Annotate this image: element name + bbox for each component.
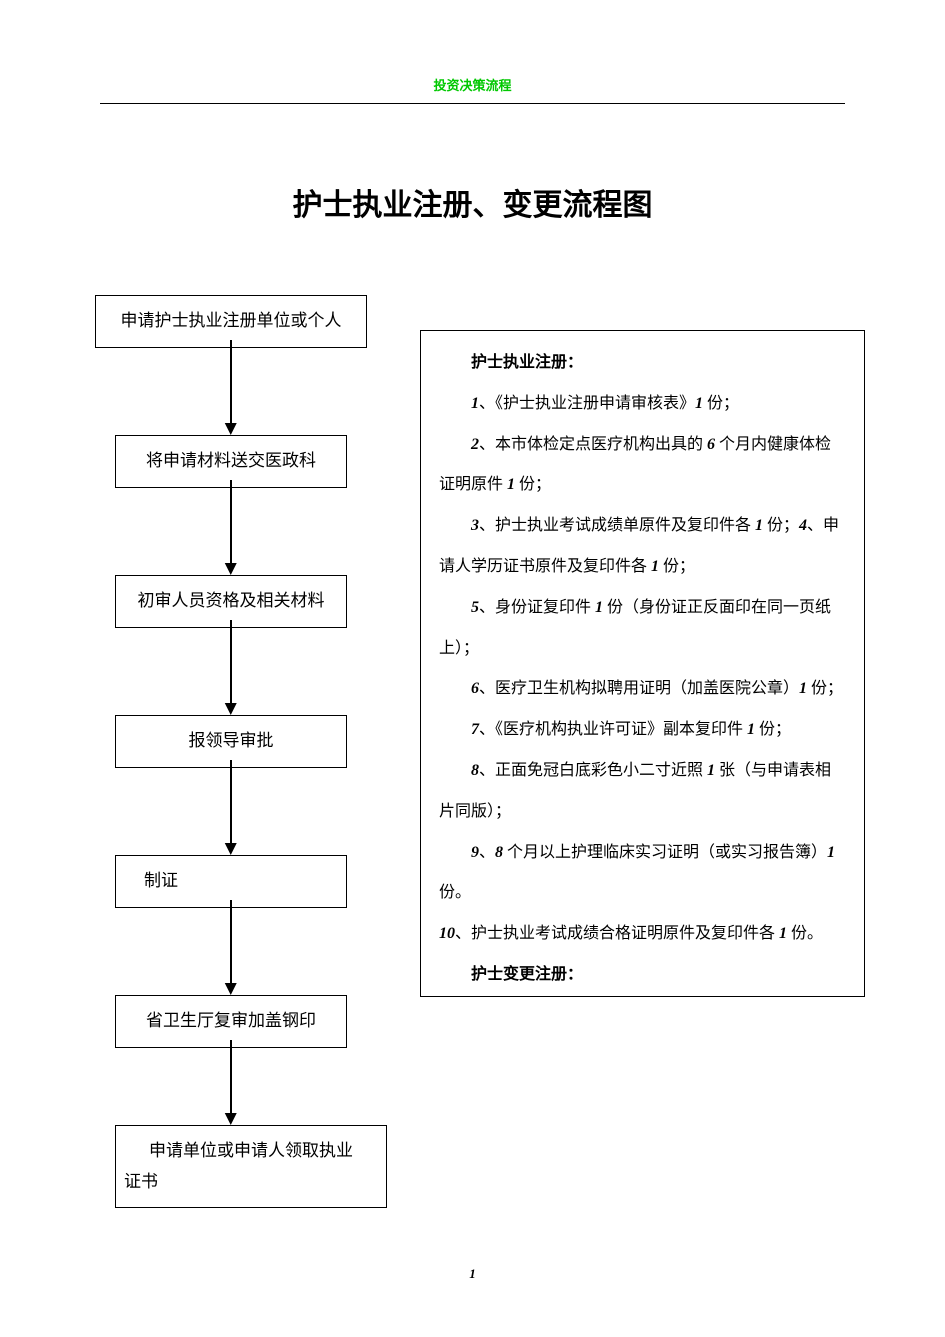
- info-item-10: 10、护士执业考试成绩合格证明原件及复印件各 1 份。: [439, 914, 846, 955]
- info-item-2: 2、本市体检定点医疗机构出具的 6 个月内健康体检证明原件 1 份；: [439, 425, 846, 507]
- flow-arrowhead-2: [225, 563, 237, 575]
- page-header: 投资决策流程: [100, 75, 845, 104]
- info-item-9: 9、8 个月以上护理临床实习证明（或实习报告簿）1 份。: [439, 833, 846, 915]
- flow-arrowhead-5: [225, 983, 237, 995]
- info-item-7: 7、《医疗机构执业许可证》副本复印件 1 份；: [439, 710, 846, 751]
- flow-arrow-5: [230, 900, 232, 983]
- flow-arrowhead-1: [225, 423, 237, 435]
- flow-arrowhead-6: [225, 1113, 237, 1125]
- info-section2-title: 护士变更注册：: [439, 955, 846, 996]
- flow-node-7-line2: 证书: [116, 1167, 386, 1198]
- main-title: 护士执业注册、变更流程图: [0, 180, 945, 224]
- flow-node-7: 申请单位或申请人领取执业 证书: [115, 1125, 387, 1208]
- info-box: 护士执业注册： 1、《护士执业注册申请审核表》1 份； 2、本市体检定点医疗机构…: [420, 330, 865, 997]
- flow-arrowhead-3: [225, 703, 237, 715]
- page-number: 1: [0, 1266, 945, 1282]
- flow-arrow-2: [230, 480, 232, 563]
- flow-node-7-line1: 申请单位或申请人领取执业: [116, 1136, 386, 1167]
- flow-arrow-4: [230, 760, 232, 843]
- info-section1-title: 护士执业注册：: [439, 343, 846, 384]
- flow-arrow-6: [230, 1040, 232, 1113]
- flow-arrow-1: [230, 340, 232, 423]
- header-underline: [100, 103, 845, 104]
- info-item-3: 3、护士执业考试成绩单原件及复印件各 1 份；4、申请人学历证书原件及复印件各 …: [439, 506, 846, 588]
- flow-arrow-3: [230, 620, 232, 703]
- info-item-1: 1、《护士执业注册申请审核表》1 份；: [439, 384, 846, 425]
- flow-arrowhead-4: [225, 843, 237, 855]
- info-item-5: 5、身份证复印件 1 份（身份证正反面印在同一页纸上）；: [439, 588, 846, 670]
- info-item-6: 6、医疗卫生机构拟聘用证明（加盖医院公章）1 份；: [439, 669, 846, 710]
- info-item-8: 8、正面免冠白底彩色小二寸近照 1 张（与申请表相片同版）；: [439, 751, 846, 833]
- header-label: 投资决策流程: [433, 78, 511, 93]
